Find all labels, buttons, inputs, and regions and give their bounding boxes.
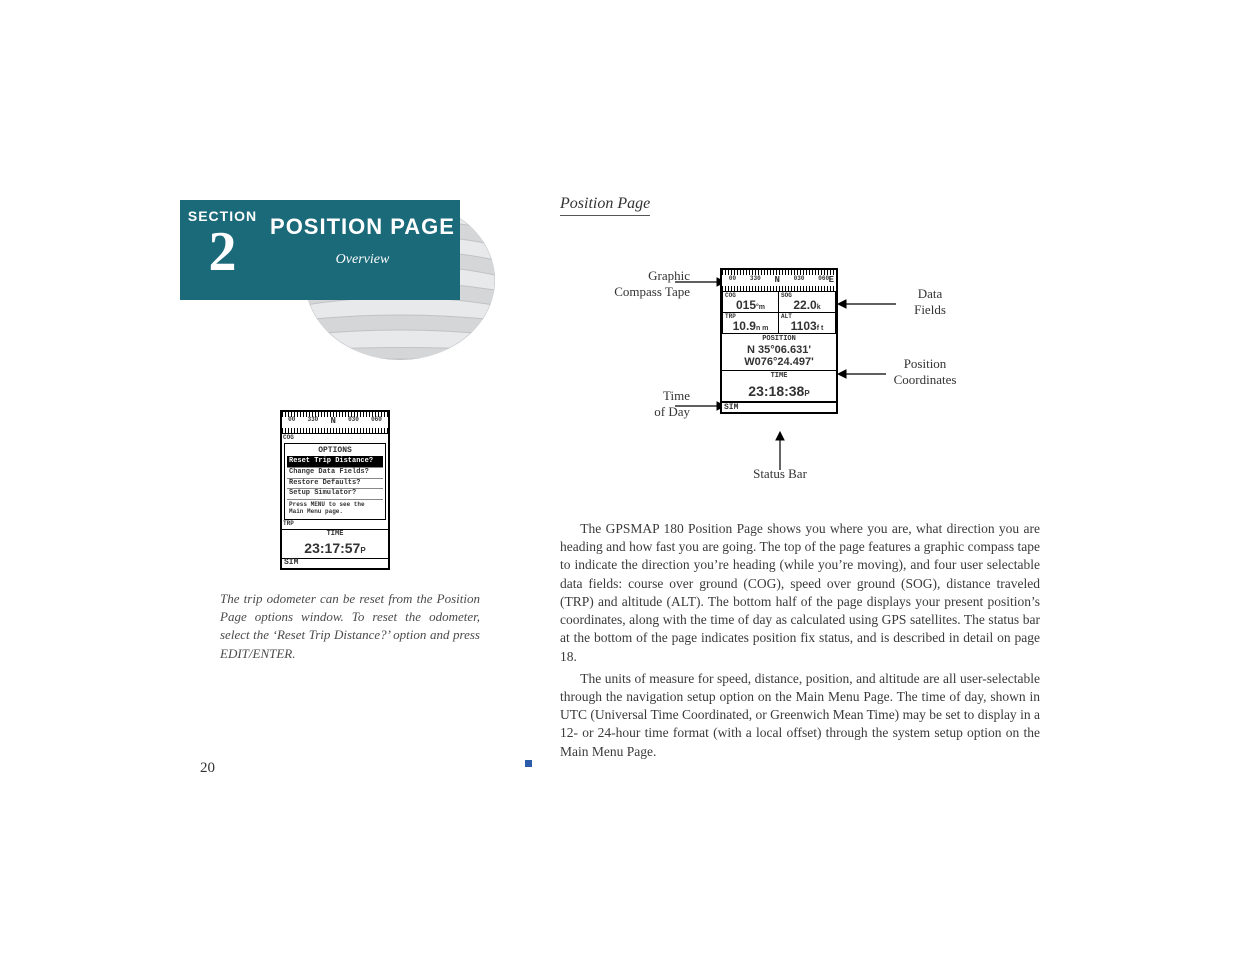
- section-number: 2: [180, 224, 265, 280]
- section-subtitle: Overview: [265, 252, 460, 268]
- time-label: TIME: [282, 529, 388, 539]
- callout-position: PositionCoordinates: [880, 356, 970, 389]
- position-label: POSITION: [722, 334, 836, 344]
- cog-label: COG: [282, 434, 297, 443]
- time-value: 23:17:57P: [282, 539, 388, 558]
- arrow-icon: [836, 368, 886, 380]
- section-header: SECTION 2 POSITION PAGE Overview: [180, 200, 480, 300]
- section-block: SECTION 2 POSITION PAGE Overview: [180, 200, 460, 300]
- field-sog: SOG 22.0k: [779, 292, 836, 313]
- arrow-icon: [774, 430, 786, 470]
- trp-label: TRP: [282, 520, 297, 529]
- status-bar: SIM: [722, 402, 836, 412]
- field-alt: ALT 1103f t: [779, 313, 836, 334]
- position-coords: N 35°06.631' W076°24.497': [722, 344, 836, 371]
- option-reset-trip[interactable]: Reset Trip Distance?: [287, 457, 383, 468]
- options-screenshot: 00 330 N 030 060 COG OPTIONS Reset Trip …: [280, 410, 390, 570]
- compass-tape: 00 330 N 030 060: [282, 412, 388, 434]
- field-trp: TRP 10.9n m: [722, 313, 779, 334]
- page-heading: Position Page: [560, 195, 650, 216]
- position-page-screenshot: 00 330 N 030 060 E COG 015°m SOG 22.0k: [720, 268, 838, 414]
- time-value: 23:18:38P: [722, 381, 836, 402]
- body-paragraph: The units of measure for speed, distance…: [560, 670, 1040, 761]
- section-title: POSITION PAGE: [265, 214, 460, 240]
- gutter-mark: [525, 760, 532, 767]
- screenshot-caption: The trip odometer can be reset from the …: [220, 590, 480, 663]
- position-page-diagram: GraphicCompass Tape Timeof Day DataField…: [560, 250, 1030, 500]
- status-bar: SIM: [282, 558, 388, 568]
- options-hint: Press MENU to see the Main Menu page.: [287, 500, 383, 517]
- field-cog: COG 015°m: [722, 292, 779, 313]
- arrow-icon: [836, 298, 896, 310]
- arrow-icon: [675, 400, 725, 412]
- options-title: OPTIONS: [287, 446, 383, 458]
- page-number: 20: [200, 760, 215, 777]
- body-text: The GPSMAP 180 Position Page shows you w…: [560, 520, 1040, 765]
- arrow-icon: [675, 276, 725, 288]
- option-setup-sim[interactable]: Setup Simulator?: [287, 489, 383, 500]
- time-label: TIME: [722, 371, 836, 381]
- body-paragraph: The GPSMAP 180 Position Page shows you w…: [560, 520, 1040, 666]
- callout-data-fields: DataFields: [890, 286, 970, 319]
- option-restore-defaults[interactable]: Restore Defaults?: [287, 479, 383, 490]
- compass-tape: 00 330 N 030 060 E: [722, 270, 836, 292]
- option-change-fields[interactable]: Change Data Fields?: [287, 468, 383, 479]
